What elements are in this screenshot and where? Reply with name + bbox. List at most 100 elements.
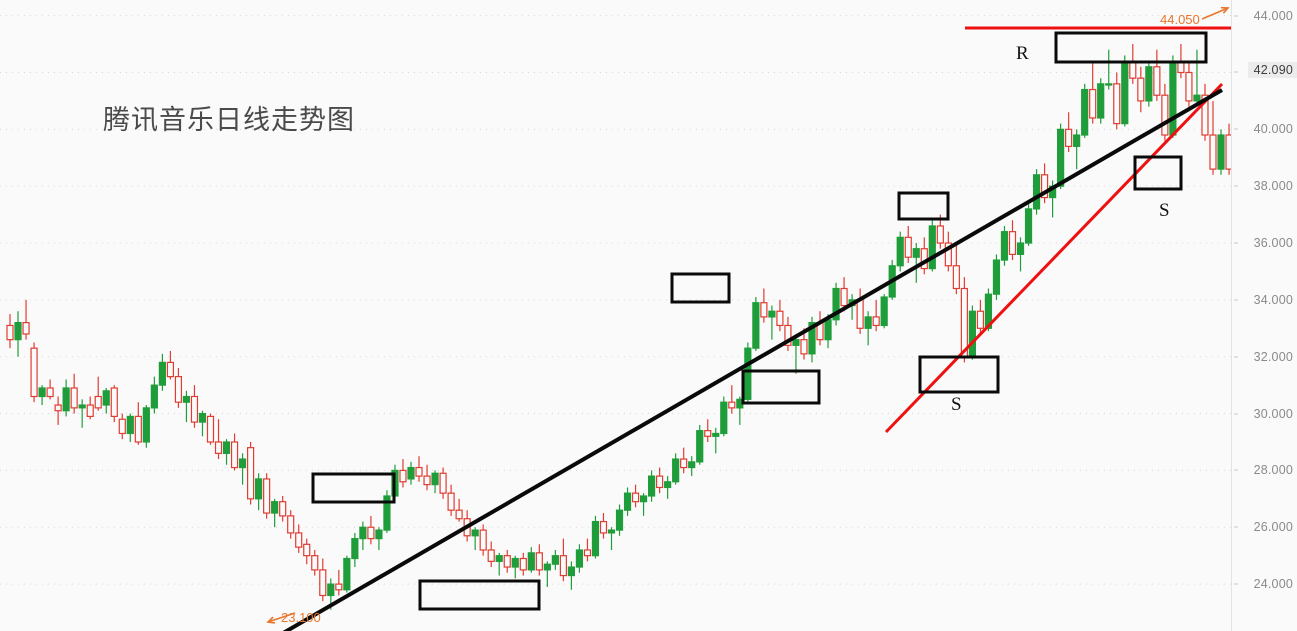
price-axis[interactable]: 44.00042.00040.00038.00036.00034.00032.0… xyxy=(1231,0,1297,631)
candlestick xyxy=(631,484,640,508)
candlestick xyxy=(190,385,199,428)
candlestick xyxy=(639,493,648,516)
candlestick xyxy=(728,385,736,414)
gridlines xyxy=(0,15,1232,585)
box-resistance[interactable] xyxy=(1054,31,1208,64)
candlestick xyxy=(567,561,576,590)
candlestick xyxy=(559,538,567,582)
candlestick xyxy=(62,379,70,417)
last-price-label[interactable]: 42.090 xyxy=(1247,61,1297,78)
candlestick xyxy=(399,459,407,488)
candlestick xyxy=(1137,66,1145,113)
candlestick xyxy=(287,510,295,539)
annotation-letter-s: S xyxy=(951,394,962,415)
candlestick xyxy=(255,473,263,511)
box-base-2[interactable] xyxy=(418,579,541,611)
box-support-1[interactable] xyxy=(918,355,1000,394)
candlestick xyxy=(1016,237,1025,272)
high-arrow xyxy=(1201,7,1229,20)
candlestick xyxy=(30,342,38,403)
price-annotation: 23.100 xyxy=(281,610,321,625)
candlestick xyxy=(1065,112,1073,153)
page-title: 腾讯音乐日线走势图 xyxy=(103,105,355,136)
annotation-letter-s: S xyxy=(1159,200,1170,221)
candlestick xyxy=(359,521,367,550)
candlestick xyxy=(752,297,760,352)
candlestick xyxy=(38,385,46,406)
candlestick xyxy=(1024,203,1033,246)
axis-tick-label: 36.000 xyxy=(1253,236,1293,251)
candlestick xyxy=(94,376,102,411)
candlestick xyxy=(1097,78,1105,124)
candlestick xyxy=(503,549,511,573)
candlestick xyxy=(1073,129,1081,170)
candlestick xyxy=(1057,123,1065,190)
candlestick xyxy=(46,379,54,400)
candlestick xyxy=(182,390,191,423)
candlestick xyxy=(471,527,479,550)
axis-tick-label: 26.000 xyxy=(1253,520,1293,535)
candlestick-series xyxy=(6,44,1232,610)
candlestick xyxy=(118,413,126,440)
candlestick xyxy=(712,427,720,454)
candlestick xyxy=(784,316,792,352)
candlestick xyxy=(303,538,311,565)
axis-tickmark xyxy=(1234,128,1238,130)
candlestick xyxy=(351,532,359,568)
candlestick xyxy=(311,549,319,576)
support-trendline[interactable] xyxy=(884,82,1224,434)
candlestick xyxy=(447,484,455,516)
candlestick xyxy=(1217,129,1225,175)
candlestick xyxy=(832,282,840,326)
candlestick xyxy=(992,254,1001,300)
candlestick xyxy=(78,399,86,428)
candlestick xyxy=(439,467,447,499)
box-breakout-2[interactable] xyxy=(897,191,950,221)
candlestick xyxy=(904,225,912,263)
candlestick xyxy=(575,544,584,573)
candlestick xyxy=(1145,61,1153,107)
candlestick xyxy=(896,231,904,272)
axis-tick-label: 34.000 xyxy=(1253,292,1293,307)
annotation-letter-r: R xyxy=(1016,43,1029,64)
candlestick xyxy=(1193,49,1201,104)
candlestick xyxy=(543,561,551,587)
candlestick xyxy=(1032,169,1041,215)
candlestick xyxy=(768,305,776,340)
candlestick xyxy=(423,464,431,491)
candlestick xyxy=(952,243,960,295)
axis-tick-label: 32.000 xyxy=(1253,349,1293,364)
candlestick xyxy=(656,467,664,494)
axis-tickmark xyxy=(1234,71,1238,73)
candlestick xyxy=(519,552,527,576)
candlestick xyxy=(22,299,30,340)
candlestick xyxy=(664,476,672,499)
candlestick xyxy=(607,527,616,550)
candlestick xyxy=(680,447,688,474)
main-trendline[interactable] xyxy=(278,88,1224,631)
candlestick xyxy=(263,473,271,519)
price-annotation: 44.050 xyxy=(1160,12,1200,27)
candlestick xyxy=(230,433,239,471)
candlestick xyxy=(840,277,848,312)
box-breakout-1[interactable] xyxy=(670,272,731,304)
candlestick xyxy=(166,351,174,380)
candlestick xyxy=(142,405,150,448)
candlestick xyxy=(174,368,183,408)
candlestick xyxy=(720,396,728,437)
candlestick xyxy=(1081,83,1089,138)
candlestick xyxy=(704,419,712,442)
candlestick xyxy=(1000,225,1009,266)
candlestick xyxy=(150,376,158,414)
box-consolidation-1[interactable] xyxy=(741,369,821,405)
candlestick xyxy=(14,311,22,357)
candlestick xyxy=(222,439,231,465)
candlestick xyxy=(647,470,656,502)
candlestick xyxy=(126,413,134,442)
box-support-2[interactable] xyxy=(1133,155,1183,191)
box-base-1[interactable] xyxy=(311,472,396,504)
candlestick xyxy=(880,294,888,329)
candlestick xyxy=(479,524,487,556)
chart-plot-area[interactable]: 腾讯音乐日线走势图 R S S 44.050 23.100 xyxy=(0,0,1232,631)
candlestick xyxy=(696,424,704,465)
